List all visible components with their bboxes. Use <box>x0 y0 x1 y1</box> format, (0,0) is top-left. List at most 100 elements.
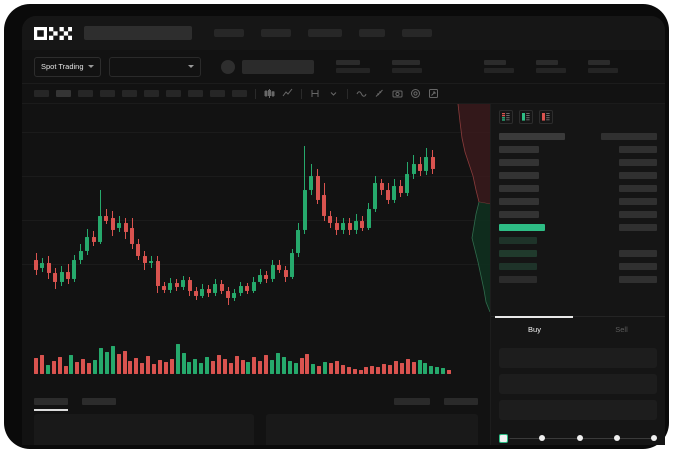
candle <box>290 104 294 312</box>
timeframe-1h[interactable] <box>122 90 137 97</box>
timeframe-1d[interactable] <box>166 90 181 97</box>
candle <box>302 104 307 312</box>
volume-bar <box>45 364 50 374</box>
orderbook-row-size <box>619 159 657 166</box>
candle <box>418 104 422 312</box>
orderbook-list[interactable] <box>491 128 665 316</box>
orderbook-row-price <box>499 263 537 270</box>
candle <box>277 104 282 312</box>
nav-item-5[interactable] <box>402 29 432 37</box>
candle <box>424 104 429 312</box>
candle <box>72 104 77 312</box>
timeframe-1w[interactable] <box>188 90 203 97</box>
fullscreen-icon[interactable] <box>428 88 439 99</box>
orderbook-mode-both-icon[interactable] <box>499 110 513 124</box>
step-indicator-4[interactable] <box>613 435 620 442</box>
timeframe-5m[interactable] <box>56 90 71 97</box>
order-amount-field[interactable] <box>499 373 657 394</box>
volume-bar <box>199 362 204 374</box>
orderbook-row-ask-2[interactable] <box>499 156 657 169</box>
candle <box>219 104 224 312</box>
volume-bar <box>216 355 221 374</box>
nav-item-4[interactable] <box>359 29 385 37</box>
order-total-field[interactable] <box>499 399 657 420</box>
candle <box>136 104 141 312</box>
timeframe-1m[interactable] <box>34 90 49 97</box>
market-toolbar: Spot Trading <box>22 50 665 84</box>
candlestick-chart-icon[interactable] <box>264 88 275 99</box>
chevron-down-icon[interactable] <box>328 88 339 99</box>
orderbook-row-header[interactable] <box>499 130 657 143</box>
orderbook-mode-buy-icon[interactable] <box>519 110 533 124</box>
volume-bar <box>346 366 351 374</box>
orderbook-row-bid-4[interactable] <box>499 273 657 286</box>
candle <box>296 104 301 312</box>
timeframe-more[interactable] <box>232 90 247 97</box>
candle <box>264 104 269 312</box>
orderbook-row-last-price[interactable] <box>499 221 657 234</box>
nav-item-2[interactable] <box>261 29 291 37</box>
price-candlestick-chart[interactable] <box>22 104 490 312</box>
orderbook-row-ask-5[interactable] <box>499 195 657 208</box>
volume-bar <box>98 347 103 374</box>
orderbook-row-ask-3[interactable] <box>499 169 657 182</box>
timeframe-15m[interactable] <box>78 90 93 97</box>
orderbook-row-ask-1[interactable] <box>499 143 657 156</box>
volume-bar <box>358 370 363 374</box>
candle <box>411 104 416 312</box>
candle <box>110 104 115 312</box>
line-chart-icon[interactable] <box>282 88 293 99</box>
candle <box>104 104 109 312</box>
okx-logo-icon[interactable] <box>34 26 72 40</box>
orderbook-row-bid-1[interactable] <box>499 234 657 247</box>
bottom-tab-order-history[interactable] <box>82 397 116 405</box>
candle <box>379 104 384 312</box>
settings-gear-icon[interactable] <box>410 88 421 99</box>
market-type-select[interactable]: Spot Trading <box>34 56 101 77</box>
orderbook-row-price <box>499 237 537 244</box>
candle <box>40 104 45 312</box>
orderbook-mode-sell-icon[interactable] <box>539 110 553 124</box>
orderbook-row-size <box>619 250 657 257</box>
chart-gridline <box>22 132 490 133</box>
step-indicator-3[interactable] <box>576 435 583 442</box>
volume-bar <box>193 359 198 374</box>
step-indicator-1[interactable] <box>499 433 508 443</box>
orderbook-row-ask-4[interactable] <box>499 182 657 195</box>
volume-bar <box>187 361 192 374</box>
timeframe-1mo[interactable] <box>210 90 225 97</box>
bottom-action-2[interactable] <box>444 397 478 405</box>
orderbook-row-bid-3[interactable] <box>499 260 657 273</box>
nav-item-3[interactable] <box>308 29 342 37</box>
timeframe-30m[interactable] <box>100 90 115 97</box>
orderbook-row-bid-2[interactable] <box>499 247 657 260</box>
candle <box>181 104 186 312</box>
bottom-tab-open-orders[interactable] <box>34 397 68 411</box>
orderbook-row-ask-6[interactable] <box>499 208 657 221</box>
trading-pair-select[interactable] <box>108 56 201 77</box>
step-indicator-5[interactable] <box>651 435 657 442</box>
volume-bar <box>334 360 339 374</box>
volume-bar <box>447 370 451 374</box>
nav-item-1[interactable] <box>214 29 244 37</box>
order-price-field[interactable] <box>499 347 657 368</box>
bottom-action-1[interactable] <box>394 397 430 405</box>
search-input[interactable] <box>84 26 192 40</box>
volume-bar <box>205 357 210 374</box>
volume-bar <box>388 364 392 374</box>
ruler-icon[interactable] <box>374 88 385 99</box>
indicators-icon[interactable] <box>310 88 321 99</box>
timeframe-4h[interactable] <box>144 90 159 97</box>
camera-icon[interactable] <box>392 88 403 99</box>
trade-sidebar: Buy Sell <box>490 104 665 445</box>
candle <box>238 104 243 312</box>
tab-buy[interactable]: Buy <box>528 324 541 334</box>
wave-line-icon[interactable] <box>356 88 367 99</box>
orderbook-row-size <box>619 198 657 205</box>
candle <box>53 104 58 312</box>
step-indicator-2[interactable] <box>539 435 546 442</box>
candle <box>59 104 64 312</box>
volume-bar <box>75 361 80 374</box>
tab-sell[interactable]: Sell <box>615 324 628 334</box>
orderbook-row-size <box>619 276 657 283</box>
